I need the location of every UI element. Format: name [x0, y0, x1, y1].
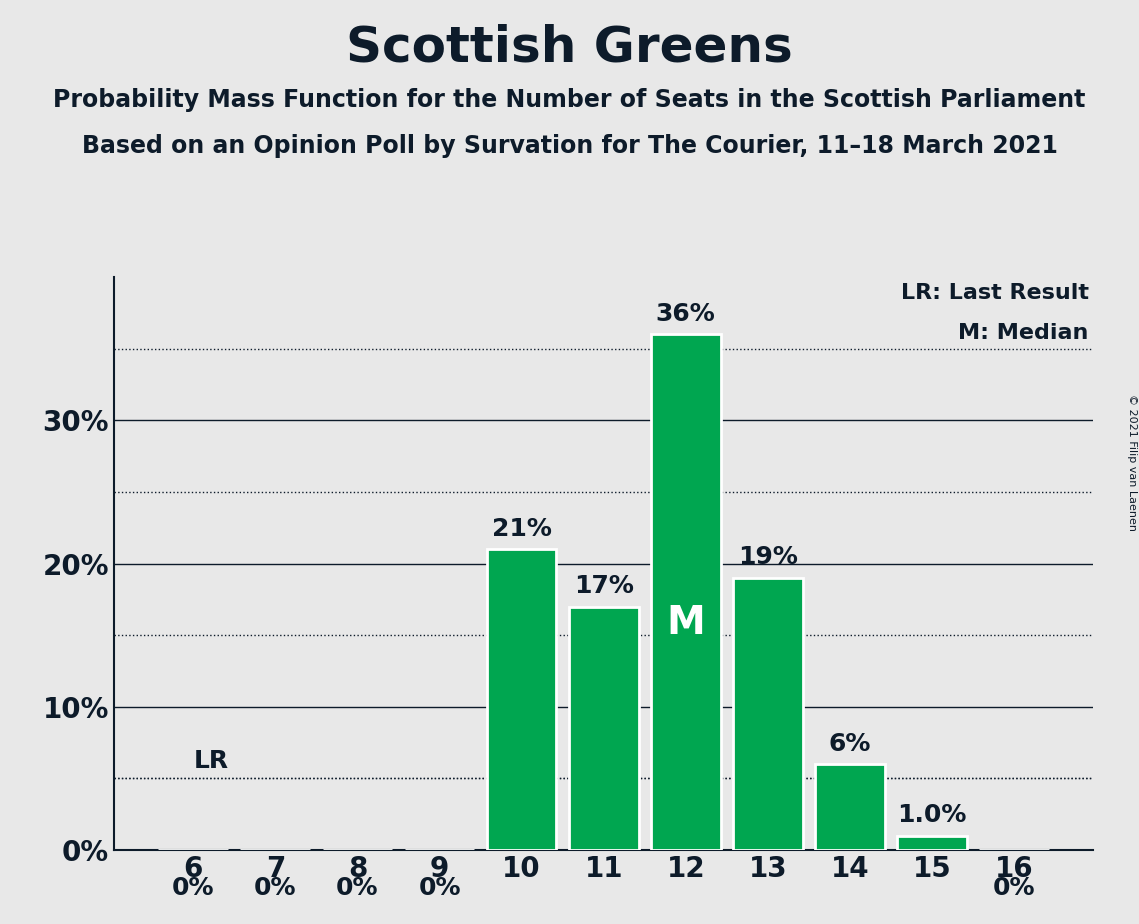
Text: 0%: 0% — [336, 876, 378, 900]
Text: M: Median: M: Median — [958, 323, 1089, 343]
Text: 1.0%: 1.0% — [898, 803, 967, 827]
Text: 0%: 0% — [993, 876, 1035, 900]
Bar — [650, 334, 721, 850]
Text: 36%: 36% — [656, 302, 715, 326]
Text: 21%: 21% — [492, 517, 551, 541]
Text: 17%: 17% — [574, 574, 633, 598]
Text: © 2021 Filip van Laenen: © 2021 Filip van Laenen — [1126, 394, 1137, 530]
Bar — [898, 835, 967, 850]
Bar — [816, 764, 885, 850]
Text: 0%: 0% — [172, 876, 214, 900]
Text: 0%: 0% — [418, 876, 461, 900]
Text: M: M — [666, 604, 705, 642]
Text: LR: Last Result: LR: Last Result — [901, 283, 1089, 303]
Text: Based on an Opinion Poll by Survation for The Courier, 11–18 March 2021: Based on an Opinion Poll by Survation fo… — [82, 134, 1057, 158]
Text: Scottish Greens: Scottish Greens — [346, 23, 793, 71]
Text: 19%: 19% — [738, 545, 797, 569]
Bar — [732, 578, 803, 850]
Text: LR: LR — [194, 748, 229, 772]
Text: 6%: 6% — [829, 732, 871, 756]
Text: Probability Mass Function for the Number of Seats in the Scottish Parliament: Probability Mass Function for the Number… — [54, 88, 1085, 112]
Bar — [486, 549, 557, 850]
Bar — [568, 606, 639, 850]
Text: 0%: 0% — [254, 876, 296, 900]
